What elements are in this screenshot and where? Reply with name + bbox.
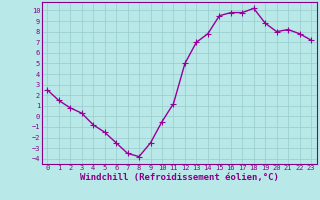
X-axis label: Windchill (Refroidissement éolien,°C): Windchill (Refroidissement éolien,°C) <box>80 173 279 182</box>
